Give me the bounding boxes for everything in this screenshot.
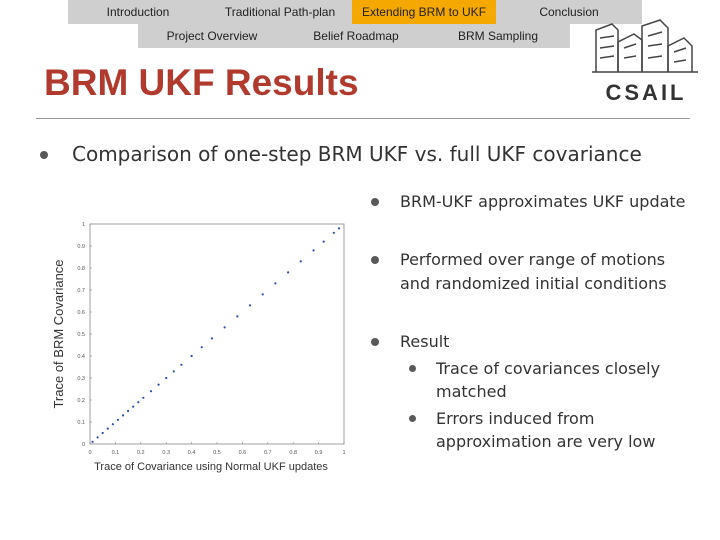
right-bullet-3: Result — [400, 332, 450, 351]
data-point — [157, 383, 160, 386]
nav-sub-project-overview[interactable]: Project Overview — [166, 29, 258, 43]
nav-tab-extending-brm-to-ukf[interactable]: Extending BRM to UKF — [352, 0, 496, 24]
scatter-chart: 0 0.1 0.2 0.3 0.4 0.5 0.6 0.7 0.8 0.9 1 0 0.1 0.2 0.3… — [51, 222, 346, 473]
nav-sub-belief-roadmap[interactable]: Belief Roadmap — [313, 29, 399, 43]
y-tick-label: 0 — [82, 442, 85, 448]
x-tick-label: 0.2 — [137, 450, 145, 456]
x-tick-label: 0.6 — [239, 450, 247, 456]
right-bullet-2: Performed over range of motions and rand… — [400, 250, 667, 293]
title-divider — [36, 118, 690, 119]
x-axis-label: Trace of Covariance using Normal UKF upd… — [94, 461, 328, 473]
logo-text: CSAIL — [606, 80, 687, 105]
y-tick-label: 0.4 — [77, 354, 85, 360]
data-point — [142, 396, 145, 399]
data-point — [248, 304, 252, 307]
slide-title: BRM UKF Results — [44, 62, 359, 103]
data-point — [127, 409, 130, 413]
y-tick-label: 0.7 — [77, 288, 85, 294]
x-tick-group: 0 0.1 0.2 0.3 0.4 0.5 0.6 0.7 0.8 0.9 1 — [88, 442, 346, 456]
y-tick-group: 0 0.1 0.2 0.3 0.4 0.5 0.6 0.7 0.8 0.9 1 — [77, 222, 92, 448]
data-point — [121, 414, 125, 417]
data-point — [165, 376, 168, 380]
result-bullet-1: Trace of covariances closely matched — [436, 359, 661, 401]
data-point — [210, 337, 214, 340]
data-point — [101, 431, 104, 435]
x-tick-label: 0.4 — [188, 450, 196, 456]
bullet-icon — [409, 365, 416, 372]
bullet-icon — [371, 338, 379, 346]
main-bullet-text: Comparison of one-step BRM UKF vs. full … — [72, 142, 642, 166]
data-point — [337, 227, 341, 230]
data-point — [149, 390, 153, 393]
data-point — [200, 346, 203, 349]
x-tick-label: 0.5 — [213, 450, 221, 456]
data-point — [261, 293, 264, 296]
y-axis-label: Trace of BRM Covariance — [51, 259, 66, 408]
data-point — [116, 418, 120, 421]
bullet-icon — [371, 256, 379, 264]
data-point — [96, 436, 99, 439]
nav-tab-introduction[interactable]: Introduction — [106, 5, 170, 19]
x-tick-label: 0 — [88, 450, 91, 456]
data-point — [312, 249, 315, 252]
x-tick-label: 1 — [342, 450, 345, 456]
data-point — [274, 282, 277, 285]
top-nav: Introduction Traditional Path-plan Exten… — [68, 0, 642, 24]
y-tick-label: 0.9 — [77, 244, 85, 250]
data-point — [180, 363, 183, 366]
y-tick-label: 0.5 — [77, 332, 85, 338]
y-tick-label: 0.8 — [77, 266, 85, 272]
x-tick-label: 0.1 — [112, 450, 120, 456]
data-point — [190, 354, 193, 358]
right-bullet-1: BRM-UKF approximates UKF update — [400, 192, 686, 211]
y-tick-label: 0.1 — [77, 420, 85, 426]
data-point — [137, 401, 140, 404]
y-tick-label: 0.6 — [77, 310, 85, 316]
nav-sub-brm-sampling[interactable]: BRM Sampling — [457, 29, 539, 43]
y-tick-label: 1 — [82, 222, 85, 228]
data-point — [322, 240, 325, 243]
sub-nav: Project Overview Belief Roadmap BRM Samp… — [138, 24, 570, 48]
data-point — [287, 271, 290, 274]
data-point — [172, 370, 175, 373]
data-point — [299, 260, 302, 263]
x-tick-label: 0.7 — [264, 450, 272, 456]
x-tick-label: 0.9 — [315, 450, 323, 456]
data-point — [223, 326, 226, 329]
data-point — [91, 440, 94, 443]
data-point — [111, 423, 114, 426]
x-tick-label: 0.3 — [162, 450, 170, 456]
data-points — [91, 227, 341, 443]
nav-tab-traditional-path-plan[interactable]: Traditional Path-plan — [224, 5, 336, 19]
y-tick-label: 0.2 — [77, 398, 85, 404]
data-point — [132, 405, 135, 408]
bullet-icon — [40, 151, 48, 159]
data-point — [106, 427, 109, 430]
x-tick-label: 0.8 — [289, 450, 297, 456]
csail-logo: CSAIL — [592, 19, 698, 105]
y-tick-label: 0.3 — [77, 376, 85, 382]
bullet-icon — [409, 415, 416, 422]
nav-tab-conclusion[interactable]: Conclusion — [539, 5, 599, 19]
data-point — [332, 231, 335, 234]
bullet-icon — [371, 198, 379, 206]
result-bullet-2: Errors induced from approximation are ve… — [436, 409, 656, 451]
data-point — [236, 315, 239, 318]
